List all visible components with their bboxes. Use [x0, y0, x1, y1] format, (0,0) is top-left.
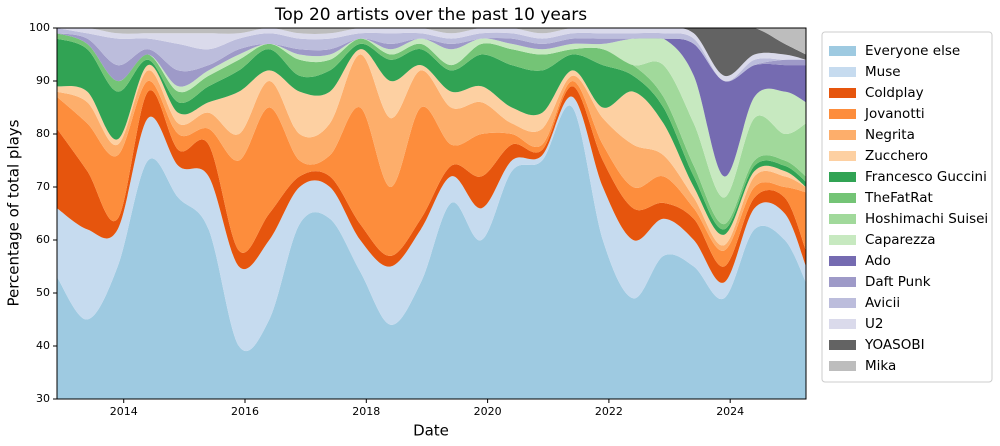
area [57, 38, 806, 235]
legend-label: TheFatRat [864, 190, 933, 206]
y-tick-label: 60 [36, 233, 50, 246]
legend-label: Jovanotti [864, 106, 925, 122]
x-tick-label: 2024 [716, 405, 744, 418]
area [57, 33, 806, 225]
legend-label: Caparezza [865, 232, 936, 248]
legend-swatch [829, 235, 856, 245]
plot-frame [56, 27, 807, 400]
x-tick-label: 2022 [595, 405, 623, 418]
legend-swatch [829, 256, 856, 266]
legend-swatch [829, 277, 856, 287]
legend-swatch [829, 109, 856, 119]
legend-label: Francesco Guccini [865, 169, 987, 185]
legend: Everyone else Muse Coldplay Jovanotti Negrit… [829, 43, 988, 374]
legend-label: YOASOBI [864, 337, 925, 353]
legend-label: Mika [865, 358, 896, 374]
y-tick-label: 30 [36, 392, 50, 405]
legend-label: Negrita [865, 127, 915, 143]
legend-swatch [829, 46, 856, 56]
legend-label: Everyone else [865, 43, 960, 59]
legend-label: Hoshimachi Suisei [865, 211, 988, 227]
legend-swatch [829, 172, 856, 182]
area [57, 28, 806, 82]
legend-swatch [829, 88, 856, 98]
area [57, 28, 806, 55]
area [57, 33, 806, 198]
legend-swatch [829, 67, 856, 77]
legend-swatch [829, 214, 856, 224]
area [57, 105, 806, 399]
y-tick-label: 80 [36, 127, 50, 140]
area [57, 49, 806, 246]
area [57, 54, 806, 251]
legend-swatch [829, 130, 856, 140]
area [57, 86, 806, 283]
legend-label: Coldplay [865, 85, 924, 101]
legend-label: Zucchero [865, 148, 928, 164]
chart-title: Top 20 artists over the past 10 years [274, 5, 587, 25]
legend-swatch [829, 340, 856, 350]
legend-box [821, 31, 993, 383]
x-axis-label: Date [413, 422, 449, 440]
x-tick-label: 2020 [474, 405, 502, 418]
legend-swatch [829, 151, 856, 161]
legend-label: U2 [865, 316, 883, 332]
y-tick-label: 50 [36, 286, 50, 299]
area [57, 80, 806, 267]
area [57, 33, 806, 177]
legend-label: Muse [865, 64, 901, 80]
y-tick-label: 90 [36, 74, 50, 87]
x-tick-label: 2018 [352, 405, 380, 418]
x-tick-label: 2014 [110, 405, 138, 418]
legend-swatch [829, 319, 856, 329]
legend-swatch [829, 298, 856, 308]
plot-area [56, 27, 807, 400]
legend-swatch [829, 193, 856, 203]
area [57, 28, 806, 82]
legend-label: Daft Punk [865, 274, 931, 290]
x-tick-label: 2016 [231, 405, 259, 418]
y-tick-label: 40 [36, 339, 50, 352]
y-tick-label: 70 [36, 180, 50, 193]
area [57, 28, 806, 76]
y-axis-label: Percentage of total plays [5, 119, 23, 306]
legend-label: Ado [865, 253, 891, 269]
y-tick-label: 100 [29, 21, 50, 34]
legend-label: Avicii [865, 295, 900, 311]
legend-swatch [829, 361, 856, 371]
area [57, 96, 806, 352]
